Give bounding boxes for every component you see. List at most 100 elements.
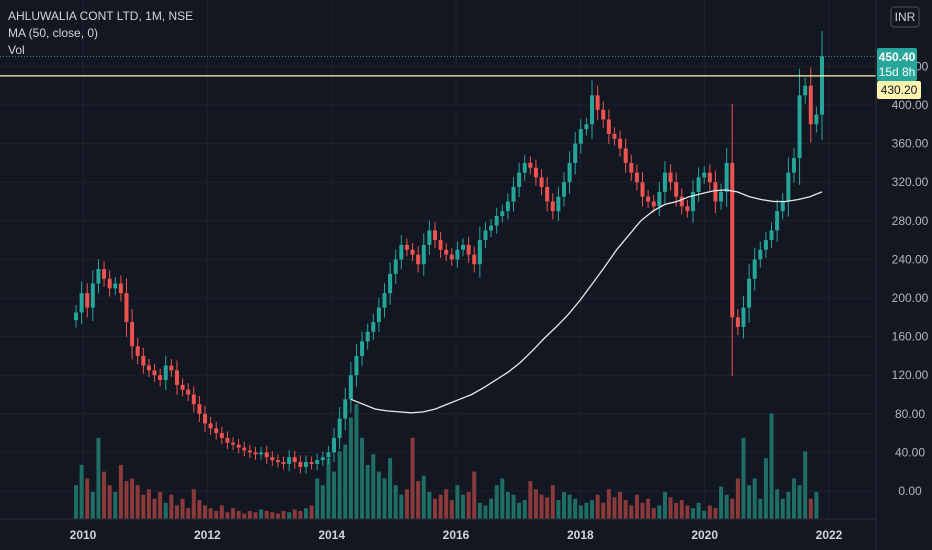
volume-bar <box>130 478 135 519</box>
volume-bar <box>803 451 808 519</box>
volume-bar <box>808 498 813 519</box>
volume-bar <box>461 494 466 519</box>
candle-body <box>203 413 208 424</box>
candle-body <box>505 201 510 212</box>
volume-bar <box>472 471 477 519</box>
volume-bar <box>668 497 673 519</box>
candle-body <box>332 437 337 453</box>
volume-bar <box>483 505 488 519</box>
volume-bar <box>662 491 667 519</box>
volume-bar <box>528 481 533 519</box>
volume-bar <box>242 513 247 519</box>
volume-bar <box>758 498 763 519</box>
volume-bar <box>107 485 112 519</box>
volume-bar <box>253 512 258 519</box>
volume-bar <box>354 404 359 519</box>
volume-bar <box>724 494 729 519</box>
price-tick-label: 80.00 <box>895 407 925 421</box>
volume-bar <box>533 489 538 519</box>
candle-body <box>388 273 393 294</box>
candle-body <box>623 148 628 163</box>
candle-body <box>556 196 561 212</box>
volume-bar <box>741 437 746 519</box>
volume-bar <box>545 497 550 519</box>
candle-body <box>747 278 752 308</box>
candle-body <box>618 138 623 149</box>
volume-bar <box>365 464 370 519</box>
candle-body <box>382 293 387 308</box>
volume-bar <box>270 512 275 519</box>
candle-body <box>702 172 707 178</box>
volume-bar <box>561 491 566 519</box>
ma-indicator-label[interactable]: MA (50, close, 0) <box>8 26 99 40</box>
volume-bar <box>618 491 623 519</box>
time-axis[interactable]: 2010 2012 2014 2016 2018 2020 2022 <box>70 528 843 542</box>
symbol-title[interactable]: AHLUWALIA CONT LTD, 1M, NSE <box>8 9 194 23</box>
volume-indicator-label[interactable]: Vol <box>8 43 25 57</box>
candle-body <box>315 460 320 464</box>
candle-body <box>803 85 808 96</box>
candle-body <box>606 119 611 134</box>
volume-bar <box>203 505 208 519</box>
volume-bar <box>797 485 802 519</box>
volume-bar <box>567 494 572 519</box>
volume-bar <box>735 478 740 519</box>
volume-bar <box>690 508 695 519</box>
candle-body <box>461 244 466 250</box>
time-tick-label: 2018 <box>567 528 594 542</box>
volume-bar <box>96 437 101 519</box>
candle-body <box>573 143 578 163</box>
candle-body <box>674 182 679 197</box>
candlesticks <box>74 31 824 474</box>
volume-bar <box>382 478 387 519</box>
candle-body <box>247 450 252 453</box>
candle-body <box>124 293 129 323</box>
volume-bar <box>606 489 611 519</box>
volume-bar <box>634 494 639 519</box>
time-tick-label: 2010 <box>70 528 97 542</box>
volume-bar <box>410 437 415 519</box>
candle-body <box>79 293 84 313</box>
candle-body <box>786 172 791 202</box>
volume-bar <box>287 512 292 519</box>
candle-body <box>393 259 398 274</box>
volume-bar <box>326 458 331 519</box>
candle-body <box>253 452 258 455</box>
volume-bar <box>612 497 617 519</box>
volume-bar <box>275 513 280 519</box>
candle-body <box>146 365 151 371</box>
volume-bar <box>775 489 780 519</box>
candle-body <box>158 375 163 381</box>
time-tick-label: 2020 <box>691 528 718 542</box>
last-price-value: 450.40 <box>879 50 916 64</box>
candle-body <box>130 322 135 347</box>
candle-body <box>320 457 325 461</box>
volume-bar <box>595 494 600 519</box>
volume-bar <box>214 510 219 519</box>
volume-bar <box>719 486 724 519</box>
candle-body <box>169 365 174 371</box>
price-tick-label: 240.00 <box>892 252 929 266</box>
candle-body <box>404 244 409 250</box>
candle-body <box>152 370 157 376</box>
volume-bar <box>640 502 645 519</box>
candle-body <box>472 254 477 265</box>
candle-body <box>651 201 656 207</box>
volume-bar <box>180 498 185 519</box>
time-tick-label: 2014 <box>318 528 345 542</box>
candle-body <box>477 240 482 265</box>
time-tick-label: 2016 <box>443 528 470 542</box>
volume-bar <box>332 471 337 519</box>
currency-badge[interactable] <box>890 6 920 28</box>
volume-bar <box>124 481 129 519</box>
candle-body <box>752 259 757 279</box>
candle-body <box>287 457 292 464</box>
volume-bars <box>74 404 819 519</box>
candle-body <box>348 375 353 400</box>
volume-bar <box>135 485 140 519</box>
time-tick-label: 2012 <box>194 528 221 542</box>
volume-bar <box>505 491 510 519</box>
line-price-tag <box>877 81 921 99</box>
candle-body <box>455 249 460 260</box>
